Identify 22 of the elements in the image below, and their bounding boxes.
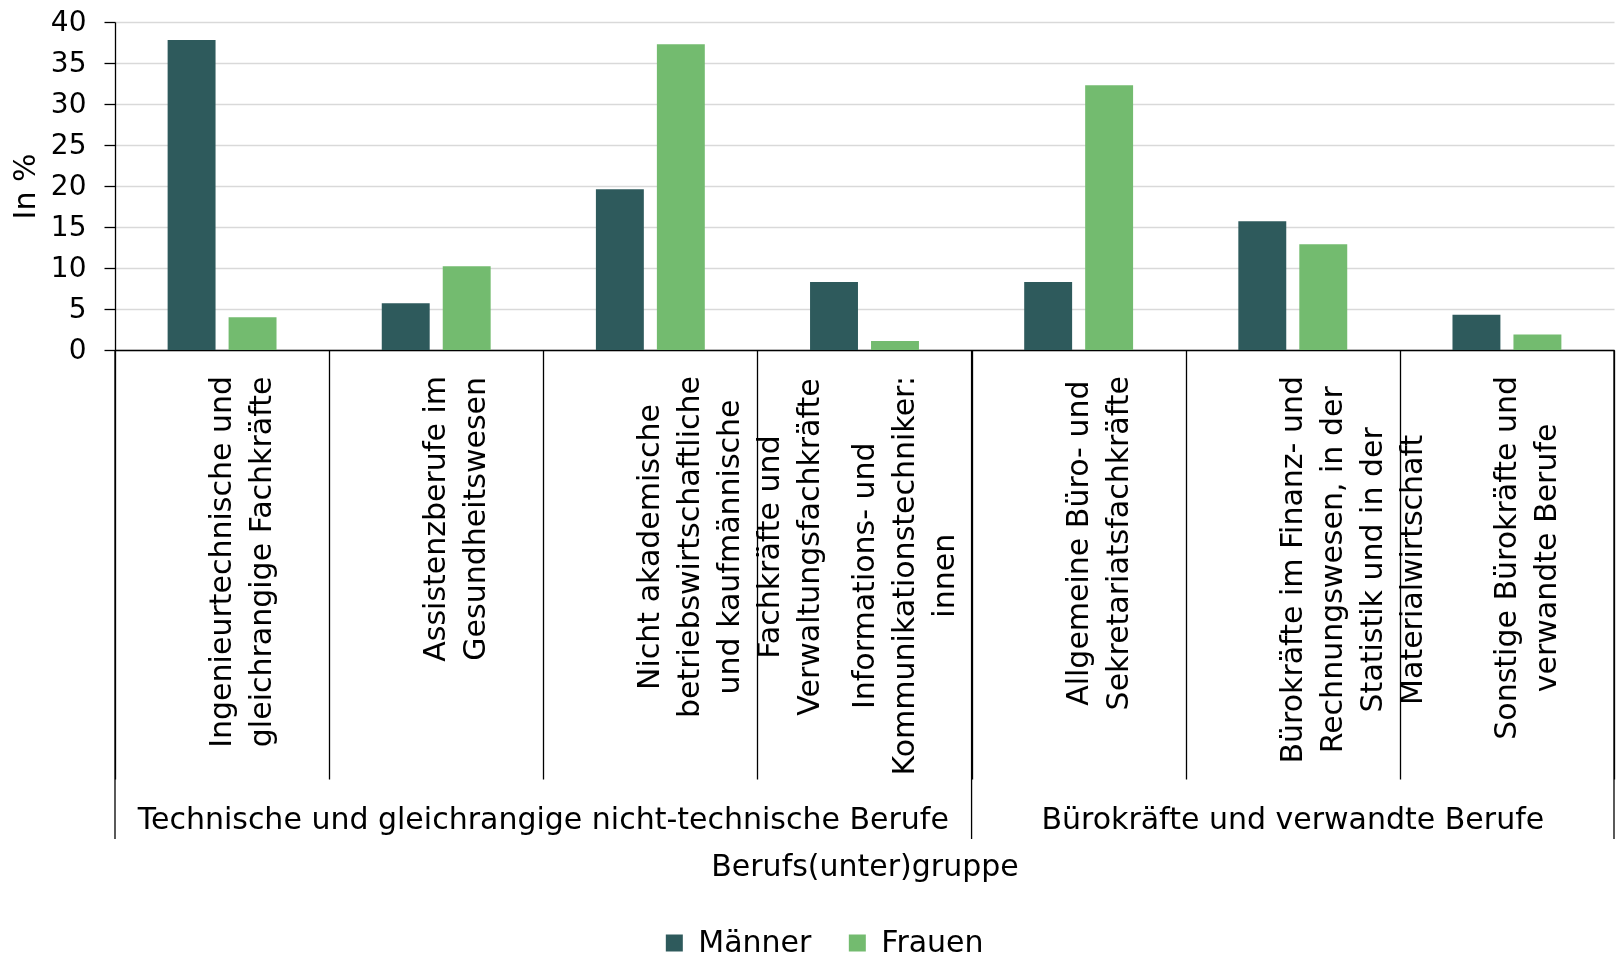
y-tick-label: 10 [50, 250, 87, 284]
legend-label: Männer [698, 924, 813, 957]
y-tick-label: 35 [50, 45, 87, 79]
text: Technische und gleichrangige nicht-technische Berufe [136, 801, 949, 836]
legend-label: Frauen [881, 924, 984, 957]
y-tick-label: 15 [50, 209, 87, 243]
y-axis-title: In % [6, 153, 42, 220]
x-tick-label: Sonstige Bürokräfte und verwandte Berufe [1487, 376, 1563, 740]
x-tick-label: Ingenieurtechnische und gleichrangige Fachkräfte [203, 376, 279, 748]
x-axis-title: Berufs(unter)gruppe [711, 847, 1019, 883]
x-tick-label: Informations- und Kommunikationstechniker:innen [845, 376, 961, 776]
y-tick-label: 25 [50, 127, 87, 161]
y-tick-label: 5 [68, 291, 87, 325]
x-tick-label: Assistenzberufe im Gesundheitswesen [417, 375, 493, 662]
y-tick-label: 20 [50, 168, 87, 202]
x-tick-label: Allgemeine Büro- und Sekretariatsfachkräfte [1059, 375, 1135, 711]
x-tick-label: Nicht akademische betriebswirtschaftliche und kaufmännische Fachkräfte und Verwaltungsfachkräfte [631, 376, 827, 718]
y-tick-label: 30 [50, 86, 87, 120]
y-tick-label: 40 [50, 4, 87, 38]
text: Bürokräfte und verwandte Berufe [1041, 801, 1545, 836]
y-tick-label: 0 [68, 332, 87, 366]
x-tick-label: Bürokräfte im Finanz- und Rechnungswesen, in der Statistik und in der Materialwirtschaft [1273, 375, 1429, 764]
